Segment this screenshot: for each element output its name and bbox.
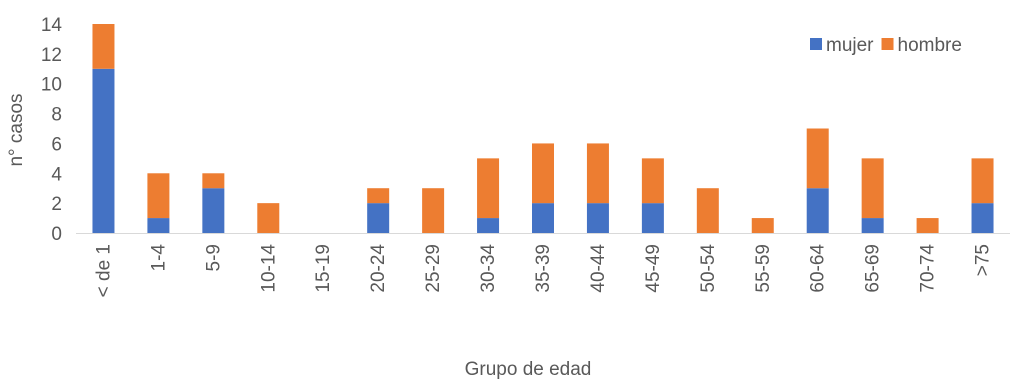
bar-hombre-15 xyxy=(916,218,939,233)
bar-mujer-10 xyxy=(641,203,664,233)
y-tick-label: 12 xyxy=(41,45,62,66)
bar-mujer-1 xyxy=(147,218,170,233)
bar-mujer-7 xyxy=(477,218,500,233)
bar-hombre-16 xyxy=(971,158,994,204)
x-axis-title: Grupo de edad xyxy=(465,359,592,380)
bars-group xyxy=(92,24,994,233)
x-tick-label: 20-24 xyxy=(368,244,389,293)
y-tick-label: 8 xyxy=(51,105,62,126)
legend: mujer hombre xyxy=(810,35,962,56)
x-tick-label: < de 1 xyxy=(93,244,114,297)
y-tick-label: 10 xyxy=(41,75,62,96)
bar-hombre-8 xyxy=(532,143,554,204)
legend-swatch-hombre xyxy=(881,38,894,50)
x-tick-label: 35-39 xyxy=(533,244,554,293)
bar-hombre-12 xyxy=(751,218,774,233)
y-tick-label: 14 xyxy=(41,15,63,36)
x-tick-label: 15-19 xyxy=(313,244,334,293)
bar-hombre-6 xyxy=(422,188,445,233)
y-tick-label: 4 xyxy=(51,164,62,185)
y-tick-label: 0 xyxy=(51,224,62,245)
bar-mujer-2 xyxy=(202,188,225,233)
x-tick-label: >75 xyxy=(973,244,994,276)
bar-mujer-9 xyxy=(586,203,609,233)
bar-hombre-0 xyxy=(92,24,115,69)
bar-hombre-11 xyxy=(696,188,719,233)
legend-swatch-mujer xyxy=(810,38,822,50)
x-tick-label: 70-74 xyxy=(918,244,939,293)
x-tick-labels: < de 1 1-4 5-9 10-14 15-19 20-24 25-29 30-34 35-… xyxy=(93,244,993,298)
x-tick-label: 5-9 xyxy=(203,244,224,271)
bar-mujer-5 xyxy=(367,203,390,233)
bar-mujer-0 xyxy=(92,68,115,233)
bar-hombre-5 xyxy=(367,188,390,204)
x-tick-label: 55-59 xyxy=(753,244,774,293)
bar-hombre-3 xyxy=(257,203,280,233)
y-tick-label: 6 xyxy=(51,134,62,155)
bar-mujer-8 xyxy=(532,203,554,233)
x-tick-label: 40-44 xyxy=(588,244,609,293)
y-tick-labels: 0 2 4 6 8 10 12 14 xyxy=(41,15,63,245)
bar-hombre-1 xyxy=(147,173,170,219)
legend-label-hombre: hombre xyxy=(898,35,962,56)
x-tick-label: 1-4 xyxy=(148,244,169,272)
x-tick-label: 25-29 xyxy=(423,244,444,293)
bar-mujer-16 xyxy=(971,203,994,233)
x-tick-label: 45-49 xyxy=(643,244,664,293)
legend-label-mujer: mujer xyxy=(826,35,874,56)
bar-mujer-14 xyxy=(861,218,884,233)
x-tick-label: 10-14 xyxy=(258,244,279,293)
bar-hombre-9 xyxy=(586,143,609,204)
y-axis-title: n° casos xyxy=(6,93,27,166)
bar-hombre-2 xyxy=(202,173,225,189)
bar-hombre-14 xyxy=(861,158,884,219)
x-tick-label: 50-54 xyxy=(698,244,719,293)
bar-hombre-13 xyxy=(806,128,829,189)
x-tick-label: 60-64 xyxy=(808,244,829,293)
y-tick-label: 2 xyxy=(51,194,62,215)
bar-hombre-10 xyxy=(641,158,664,204)
x-tick-label: 65-69 xyxy=(863,244,884,293)
bar-mujer-13 xyxy=(806,188,829,233)
x-tick-label: 30-34 xyxy=(478,244,499,293)
bar-hombre-7 xyxy=(477,158,500,219)
